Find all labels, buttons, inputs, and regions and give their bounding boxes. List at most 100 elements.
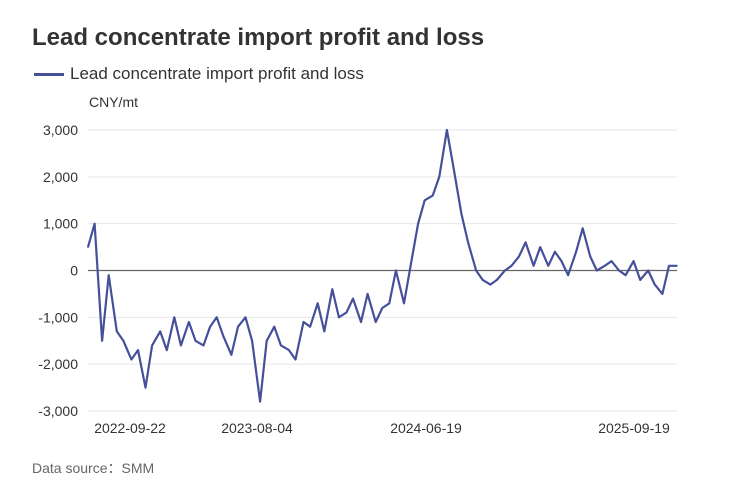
data-point — [230, 354, 233, 356]
data-point — [244, 316, 247, 319]
data-point — [273, 325, 276, 328]
data-point — [624, 274, 627, 276]
data-point — [524, 241, 527, 244]
y-tick-label: 0 — [70, 263, 78, 279]
data-point — [403, 302, 405, 305]
data-point — [194, 339, 197, 342]
data-point — [294, 358, 297, 361]
x-tick-label: 2025-09-19 — [598, 420, 670, 436]
data-point — [581, 227, 584, 230]
data-point — [107, 274, 110, 276]
data-point — [209, 325, 211, 328]
data-point — [467, 241, 469, 244]
data-point — [345, 311, 348, 314]
y-tick-label: 1,000 — [43, 216, 78, 232]
data-point — [610, 260, 613, 262]
data-point — [288, 349, 290, 351]
y-tick-label: -2,000 — [38, 356, 78, 372]
data-point — [331, 288, 334, 291]
data-point — [547, 265, 550, 267]
legend-label: Lead concentrate import profit and loss — [70, 64, 364, 83]
data-point — [532, 265, 535, 267]
data-point — [251, 339, 253, 342]
data-point — [661, 293, 664, 295]
y-tick-label: -1,000 — [38, 309, 78, 325]
data-point — [554, 250, 556, 253]
data-point — [496, 279, 498, 281]
series-line — [86, 128, 677, 403]
data-point — [446, 129, 448, 131]
data-point — [676, 265, 678, 267]
data-point — [259, 400, 261, 403]
data-point — [302, 321, 305, 323]
data-point — [489, 283, 492, 286]
y-tick-label: -3,000 — [38, 403, 78, 419]
data-point — [510, 265, 513, 267]
data-point — [188, 321, 190, 323]
data-point — [352, 297, 354, 300]
data-point — [567, 274, 569, 276]
data-point — [654, 283, 656, 286]
data-point — [366, 293, 369, 295]
data-point — [151, 344, 153, 347]
data-point — [101, 339, 103, 342]
data-point — [417, 222, 419, 225]
data-point — [639, 279, 642, 281]
data-source-note: Data source：SMM — [32, 460, 155, 476]
data-point — [475, 269, 477, 272]
data-point — [452, 166, 455, 169]
y-tick-label: 3,000 — [43, 122, 78, 138]
data-point — [159, 330, 161, 333]
x-tick-label: 2022-09-22 — [94, 420, 166, 436]
data-point — [575, 250, 577, 253]
data-point — [668, 265, 670, 267]
data-point — [280, 344, 282, 347]
data-point — [647, 269, 650, 272]
data-point — [381, 307, 384, 309]
data-point — [388, 302, 391, 305]
y-axis-unit-label: CNY/mt — [89, 94, 138, 110]
data-point — [374, 321, 377, 323]
data-point — [122, 339, 125, 342]
data-point — [215, 316, 218, 319]
chart-title: Lead concentrate import profit and loss — [32, 24, 485, 51]
data-point — [173, 316, 176, 319]
data-point — [165, 349, 168, 351]
data-point — [323, 330, 326, 333]
data-point — [518, 255, 520, 258]
legend-swatch — [34, 72, 64, 76]
data-point — [222, 335, 225, 337]
data-point — [596, 269, 598, 272]
data-point — [539, 246, 542, 248]
data-point — [202, 344, 205, 347]
data-point — [180, 344, 182, 347]
legend: Lead concentrate import profit and loss — [34, 64, 364, 84]
x-tick-label: 2023-08-04 — [221, 420, 293, 436]
data-point — [504, 269, 506, 272]
x-tick-label: 2024-06-19 — [390, 420, 462, 436]
data-point — [423, 199, 426, 202]
data-point — [589, 255, 592, 258]
data-point — [309, 325, 311, 328]
data-point — [87, 246, 89, 248]
data-point — [237, 325, 239, 328]
data-point — [604, 265, 606, 267]
data-point — [93, 222, 96, 225]
data-point — [130, 358, 133, 361]
data-point — [632, 260, 635, 262]
data-point — [560, 260, 563, 262]
data-point — [431, 194, 434, 197]
data-point — [438, 176, 441, 178]
data-point — [265, 339, 268, 342]
data-point — [338, 316, 340, 319]
data-point — [409, 265, 412, 267]
data-point — [316, 302, 319, 305]
data-point — [144, 386, 147, 389]
data-point — [460, 213, 463, 216]
y-tick-label: 2,000 — [43, 169, 78, 185]
data-point — [618, 269, 620, 272]
data-point — [481, 279, 484, 281]
data-point — [395, 269, 397, 272]
data-point — [115, 330, 118, 333]
